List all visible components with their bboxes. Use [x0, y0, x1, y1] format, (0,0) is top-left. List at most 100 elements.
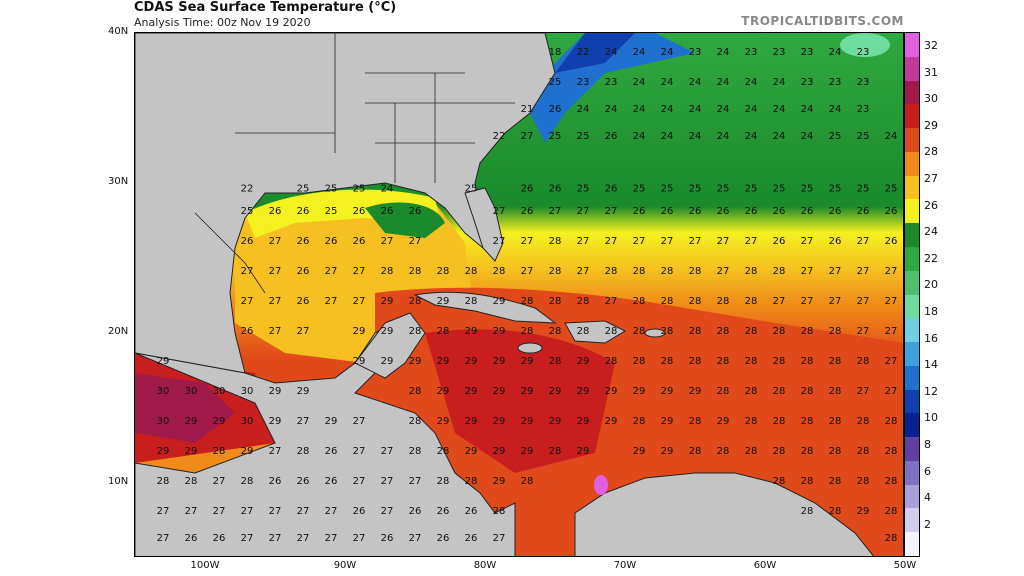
sst-value: 25 [549, 131, 562, 142]
sst-value: 25 [241, 206, 254, 217]
sst-value: 27 [801, 266, 814, 277]
lon-label-50w: 50W [893, 560, 917, 571]
sst-value: 29 [549, 386, 562, 397]
caribbean-hot-core [425, 329, 615, 473]
sst-value: 26 [773, 206, 786, 217]
colorbar-segment [905, 413, 919, 438]
sst-value: 29 [185, 446, 198, 457]
sst-value: 26 [269, 476, 282, 487]
sst-value: 28 [745, 386, 758, 397]
sst-value: 24 [773, 104, 786, 115]
sst-map: 18 22 24 24 24 23 24 23 23 23 24 23 25 23 23 24 24 24 24 24… [134, 32, 904, 557]
sst-value: 24 [661, 77, 674, 88]
sst-value: 27 [829, 266, 842, 277]
sst-value: 28 [773, 446, 786, 457]
north-america-land [135, 33, 556, 374]
sst-value: 26 [661, 206, 674, 217]
sst-value: 18 [549, 47, 562, 58]
sst-value: 27 [269, 533, 282, 544]
temperature-colorbar [904, 32, 920, 557]
sst-value: 26 [409, 206, 422, 217]
sst-value: 28 [801, 416, 814, 427]
sst-value: 28 [689, 416, 702, 427]
sst-value: 27 [605, 296, 618, 307]
sst-value: 24 [605, 104, 618, 115]
sst-value: 28 [801, 446, 814, 457]
sst-value: 27 [353, 416, 366, 427]
lon-label-90w: 90W [333, 560, 357, 571]
sst-value: 29 [157, 446, 170, 457]
sst-value: 27 [381, 506, 394, 517]
sst-value: 23 [605, 77, 618, 88]
sst-value: 26 [325, 236, 338, 247]
colorbar-tick-label: 30 [924, 92, 938, 106]
lat-label-30n: 30N [108, 176, 129, 187]
sst-value: 28 [745, 356, 758, 367]
south-america-land [574, 472, 875, 556]
central-america-land [135, 322, 516, 556]
sst-value: 23 [689, 47, 702, 58]
sst-value: 26 [605, 184, 618, 195]
colorbar-tick-label: 18 [924, 305, 938, 318]
sst-value: 27 [577, 206, 590, 217]
sst-value: 29 [605, 386, 618, 397]
sst-value: 28 [577, 326, 590, 337]
sst-value: 28 [885, 446, 898, 457]
sst-value: 24 [801, 131, 814, 142]
sst-value: 29 [689, 386, 702, 397]
sst-value: 28 [829, 386, 842, 397]
sst-value: 29 [465, 326, 478, 337]
sst-value: 28 [829, 506, 842, 517]
sst-value: 27 [297, 326, 310, 337]
sst-value: 28 [717, 386, 730, 397]
sst-value: 29 [465, 416, 478, 427]
sst-value: 25 [745, 184, 758, 195]
sst-value: 28 [633, 416, 646, 427]
sst-value: 28 [549, 296, 562, 307]
sst-value: 24 [661, 47, 674, 58]
colorbar-tick-label: 26 [924, 198, 938, 212]
colorbar-tick-label: 31 [924, 65, 938, 79]
sst-value: 28 [745, 296, 758, 307]
sst-value: 26 [549, 104, 562, 115]
sst-value: 26 [885, 236, 898, 247]
sst-value: 28 [717, 296, 730, 307]
sst-value: 27 [521, 236, 534, 247]
sst-value: 28 [381, 266, 394, 277]
sst-value: 25 [325, 206, 338, 217]
sst-value: 26 [689, 206, 702, 217]
sst-value: 27 [857, 386, 870, 397]
sst-value: 30 [157, 386, 170, 397]
sst-value: 27 [269, 446, 282, 457]
sst-value: 28 [661, 296, 674, 307]
sst-value: 29 [577, 386, 590, 397]
sst-value: 28 [829, 476, 842, 487]
sst-value: 26 [829, 206, 842, 217]
sst-value: 27 [857, 266, 870, 277]
sst-value: 27 [885, 356, 898, 367]
sst-value: 27 [857, 326, 870, 337]
sst-value: 27 [885, 326, 898, 337]
sst-value: 28 [857, 476, 870, 487]
sst-value: 27 [605, 236, 618, 247]
sst-value: 28 [493, 266, 506, 277]
colorbar-segment [905, 270, 919, 295]
sst-value: 29 [241, 446, 254, 457]
sst-value: 28 [717, 326, 730, 337]
sst-value: 28 [773, 356, 786, 367]
sst-value: 29 [185, 416, 198, 427]
sst-value: 28 [437, 446, 450, 457]
sst-value: 27 [857, 296, 870, 307]
sst-value: 28 [157, 476, 170, 487]
sst-value: 28 [409, 326, 422, 337]
sst-value: 28 [717, 356, 730, 367]
sst-value: 28 [857, 356, 870, 367]
sst-value: 26 [353, 506, 366, 517]
sst-value: 26 [717, 206, 730, 217]
colorbar-tick-label: 4 [924, 491, 931, 505]
colorbar-tick-label: 28 [924, 145, 938, 159]
colorbar-tick-label: 27 [924, 172, 938, 185]
gulf-cool-patch [365, 202, 445, 238]
sst-value: 27 [493, 206, 506, 217]
sst-value: 26 [297, 476, 310, 487]
